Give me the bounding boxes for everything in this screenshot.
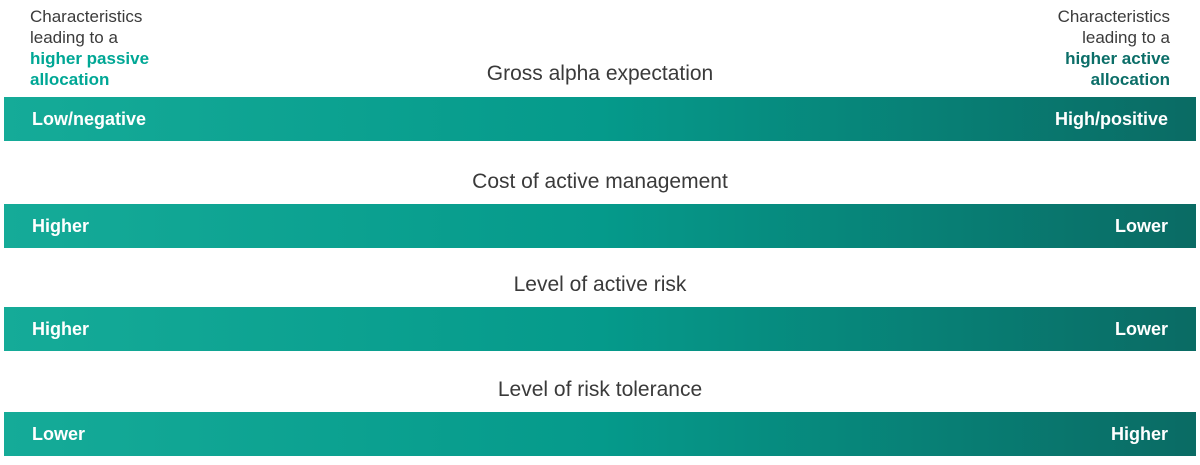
gradient-bar: Lower Higher xyxy=(4,412,1196,456)
header-line: leading to a xyxy=(1082,28,1170,47)
row-title-level-of-active-risk: Level of active risk xyxy=(513,273,687,296)
bar-left-label: Higher xyxy=(32,215,90,236)
header-line-emphasis: higher passive xyxy=(30,49,150,68)
header-line: leading to a xyxy=(30,28,118,47)
gradient-bar: Low/negative High/positive xyxy=(4,97,1196,141)
header-line-emphasis: higher active xyxy=(1065,49,1170,68)
row-title-level-of-risk-tolerance: Level of risk tolerance xyxy=(497,378,703,401)
header-line-emphasis: allocation xyxy=(30,70,110,89)
bar-right-label: High/positive xyxy=(1054,108,1168,129)
active-characteristics-header: Characteristics leading to a higher acti… xyxy=(1058,6,1170,90)
bar-right-label: Lower xyxy=(1114,318,1168,339)
header-line-emphasis: allocation xyxy=(1090,70,1170,89)
row-title-cost-of-active-management: Cost of active management xyxy=(472,170,728,193)
bar-left-label: Higher xyxy=(32,318,90,339)
gradient-bar: Higher Lower xyxy=(4,204,1196,248)
gradient-bar: Higher Lower xyxy=(4,307,1196,351)
bar-left-label: Lower xyxy=(32,423,86,444)
header-line: Characteristics xyxy=(30,7,143,26)
bar-right-label: Lower xyxy=(1114,215,1168,236)
passive-characteristics-header: Characteristics leading to a higher pass… xyxy=(30,6,149,90)
header-line: Characteristics xyxy=(1057,7,1170,26)
row-title-gross-alpha-expectation: Gross alpha expectation xyxy=(486,62,714,85)
bar-left-label: Low/negative xyxy=(32,108,147,129)
bar-right-label: Higher xyxy=(1110,423,1168,444)
